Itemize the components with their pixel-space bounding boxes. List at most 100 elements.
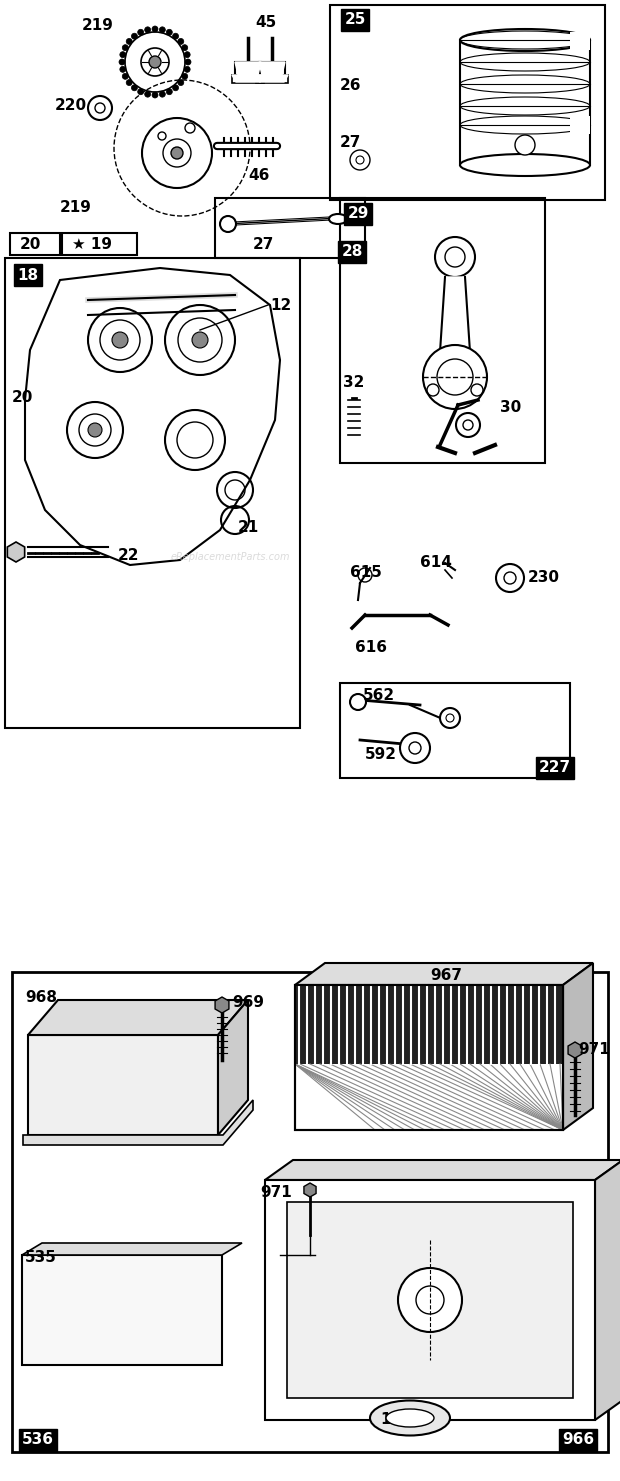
Bar xyxy=(62,233,137,255)
Circle shape xyxy=(171,147,183,158)
Text: 20: 20 xyxy=(20,237,42,252)
Polygon shape xyxy=(259,62,285,76)
Text: 46: 46 xyxy=(248,167,269,184)
Circle shape xyxy=(172,33,179,39)
Bar xyxy=(256,76,288,83)
Circle shape xyxy=(152,92,158,98)
Text: 615: 615 xyxy=(350,564,382,581)
Circle shape xyxy=(126,80,132,86)
Text: 32: 32 xyxy=(343,375,365,390)
Bar xyxy=(570,116,590,133)
Circle shape xyxy=(184,67,190,73)
Bar xyxy=(295,985,563,1063)
Circle shape xyxy=(178,80,184,86)
Bar xyxy=(12,972,608,1451)
Polygon shape xyxy=(440,277,470,352)
Bar xyxy=(232,76,264,83)
Text: 27: 27 xyxy=(253,237,275,252)
Circle shape xyxy=(398,1268,462,1331)
Text: 12: 12 xyxy=(270,298,291,312)
Polygon shape xyxy=(215,997,229,1013)
Polygon shape xyxy=(22,1243,242,1254)
Circle shape xyxy=(166,30,172,36)
Polygon shape xyxy=(232,76,264,81)
Text: eReplacementParts.com: eReplacementParts.com xyxy=(170,552,290,561)
Text: 971: 971 xyxy=(260,1185,292,1200)
Text: 966: 966 xyxy=(562,1432,594,1447)
Bar xyxy=(340,198,545,464)
Circle shape xyxy=(184,52,190,58)
Circle shape xyxy=(435,237,475,277)
Circle shape xyxy=(144,92,151,98)
Text: 614: 614 xyxy=(420,555,452,570)
Text: 219: 219 xyxy=(82,18,114,33)
Bar xyxy=(340,683,570,778)
Circle shape xyxy=(119,59,125,65)
Circle shape xyxy=(122,44,128,50)
Bar xyxy=(5,258,300,729)
Circle shape xyxy=(515,135,535,156)
Text: ★ 19: ★ 19 xyxy=(72,237,112,252)
Polygon shape xyxy=(23,1100,253,1145)
Polygon shape xyxy=(304,1183,316,1197)
Ellipse shape xyxy=(460,30,590,50)
Circle shape xyxy=(159,27,166,33)
Circle shape xyxy=(220,216,236,233)
Text: 536: 536 xyxy=(22,1432,54,1447)
Circle shape xyxy=(138,30,144,36)
Polygon shape xyxy=(235,62,261,76)
Text: 535: 535 xyxy=(25,1250,57,1265)
Text: 227: 227 xyxy=(539,761,571,776)
Polygon shape xyxy=(7,542,25,561)
Circle shape xyxy=(149,56,161,68)
Circle shape xyxy=(182,74,188,80)
Polygon shape xyxy=(265,1160,620,1180)
Text: 219: 219 xyxy=(60,200,92,215)
Text: 25: 25 xyxy=(344,12,366,28)
Text: 969: 969 xyxy=(232,995,264,1010)
Circle shape xyxy=(159,92,166,98)
Text: 971: 971 xyxy=(578,1043,609,1057)
Ellipse shape xyxy=(460,154,590,176)
Ellipse shape xyxy=(329,213,347,224)
Bar xyxy=(295,985,563,1130)
Circle shape xyxy=(182,44,188,50)
Text: 967: 967 xyxy=(430,969,462,983)
Circle shape xyxy=(166,89,172,95)
Circle shape xyxy=(131,33,138,39)
Bar xyxy=(22,1254,222,1365)
Polygon shape xyxy=(256,76,288,81)
Circle shape xyxy=(456,413,480,437)
Text: 163: 163 xyxy=(380,1413,412,1428)
Text: 21: 21 xyxy=(238,520,259,535)
Text: 29: 29 xyxy=(347,206,369,222)
Bar xyxy=(287,1203,573,1398)
Circle shape xyxy=(138,89,144,95)
Circle shape xyxy=(88,424,102,437)
Circle shape xyxy=(131,84,138,90)
Circle shape xyxy=(350,695,366,709)
Text: 22: 22 xyxy=(118,548,140,563)
Circle shape xyxy=(152,27,158,33)
Ellipse shape xyxy=(386,1408,434,1428)
Text: 45: 45 xyxy=(255,15,277,30)
Text: 27: 27 xyxy=(340,135,361,150)
Text: 616: 616 xyxy=(355,640,387,655)
Text: 968: 968 xyxy=(25,989,57,1006)
Polygon shape xyxy=(595,1160,620,1420)
Text: 562: 562 xyxy=(363,689,395,703)
Polygon shape xyxy=(25,268,280,564)
Bar xyxy=(570,33,590,50)
Polygon shape xyxy=(568,1043,582,1057)
Circle shape xyxy=(120,52,126,58)
Text: 220: 220 xyxy=(55,98,87,113)
Polygon shape xyxy=(295,963,593,985)
Bar xyxy=(235,62,261,76)
Polygon shape xyxy=(563,963,593,1130)
Circle shape xyxy=(122,74,128,80)
Bar xyxy=(215,198,365,258)
Bar xyxy=(10,233,60,255)
Circle shape xyxy=(178,39,184,44)
Text: 20: 20 xyxy=(12,390,33,404)
Bar xyxy=(295,985,563,1130)
